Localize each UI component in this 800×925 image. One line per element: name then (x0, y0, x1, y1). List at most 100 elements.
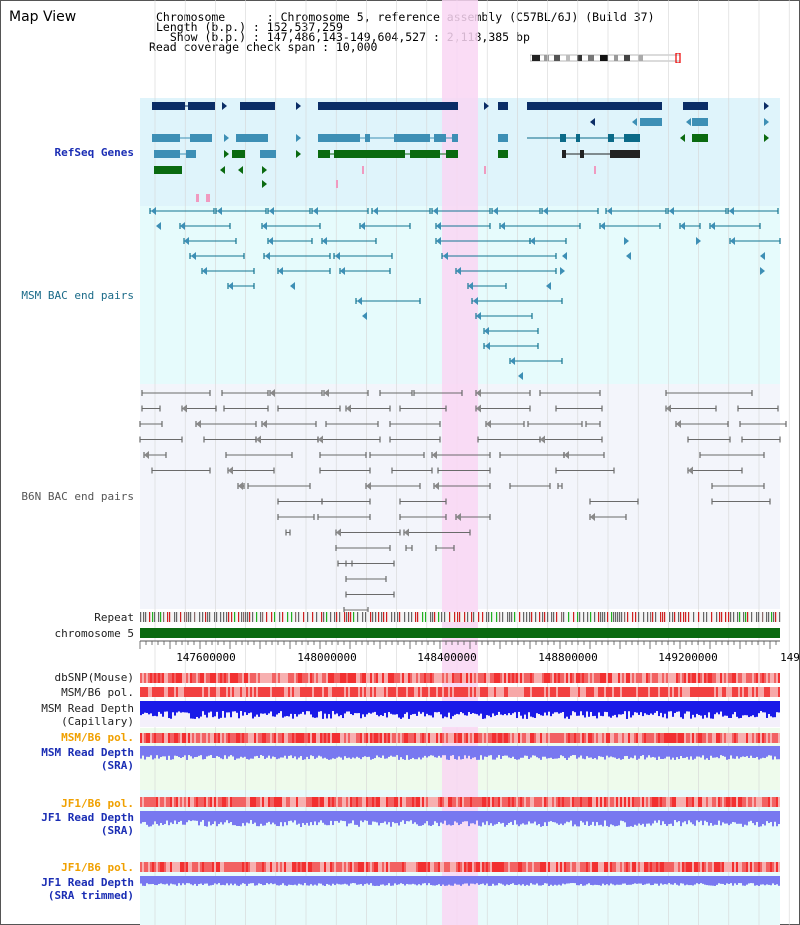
jf1-sra-depth-bar (204, 811, 206, 827)
jf1-trim-depth-bar (464, 876, 466, 884)
msm-b6-pol2-cell (444, 733, 446, 743)
msm-sra-depth-bar (208, 746, 210, 756)
jf1-b6-pol2-cell (206, 862, 208, 872)
msm-b6-pol2-cell (674, 733, 676, 743)
repeat-element (617, 612, 619, 622)
msm-b6-pol-cell (650, 687, 652, 697)
msm-b6-pol2-cell (736, 733, 738, 743)
msm-b6-pol2-cell (714, 733, 716, 743)
jf1-sra-depth-bar (184, 811, 186, 825)
msm-sra-depth-bar (640, 746, 642, 757)
msm-b6-pol-cell (626, 687, 628, 697)
jf1-trim-depth-bar (392, 876, 394, 886)
msm-b6-pol-cell (622, 687, 624, 697)
msm-cap-depth-bar (224, 701, 226, 718)
msm-cap-depth-bar (778, 701, 780, 713)
gene-exon (232, 150, 245, 158)
jf1-b6-pol2-cell (208, 862, 210, 872)
jf1-b6-pol-cell (148, 797, 150, 807)
msm-b6-pol-cell (400, 687, 402, 697)
jf1-trim-depth-bar (382, 876, 384, 885)
repeat-element (346, 612, 348, 622)
msm-cap-depth-bar (430, 701, 432, 716)
msm-bac-end (443, 252, 448, 260)
jf1-b6-pol2-cell (226, 862, 228, 872)
jf1-trim-depth-bar (300, 876, 302, 885)
msm-sra-depth-bar (708, 746, 710, 760)
repeat-element (417, 612, 419, 622)
jf1-b6-pol-cell (752, 797, 754, 807)
msm-cap-depth-bar (576, 701, 578, 716)
jf1-sra-depth-bar (690, 811, 692, 823)
repeat-element (434, 612, 436, 622)
jf1-sra-depth-bar (212, 811, 214, 825)
msm-cap-depth-bar (210, 701, 212, 712)
msm-b6-pol2-cell (194, 733, 196, 743)
msm-sra-depth-bar (560, 746, 562, 756)
dbsnp-cell (728, 673, 730, 683)
jf1-sra-depth-bar (450, 811, 452, 826)
jf1-b6-pol2-cell (510, 862, 512, 872)
msm-sra-depth-bar (212, 746, 214, 758)
msm-cap-depth-bar (370, 701, 372, 714)
msm-bac-end (562, 252, 567, 260)
msm-bac-end (600, 222, 605, 230)
msm-sra-depth-bar (368, 746, 370, 757)
msm-b6-pol-cell (226, 687, 228, 697)
dbsnp-cell (208, 673, 210, 683)
repeat-element (234, 612, 236, 622)
msm-sra-depth-bar (464, 746, 466, 756)
jf1-trim-depth-bar (546, 876, 548, 884)
msm-b6-pol2-cell (436, 733, 438, 743)
msm-bac-end (180, 222, 185, 230)
jf1-sra-depth-bar (614, 811, 616, 827)
jf1-sra-depth-bar (722, 811, 724, 823)
msm-cap-depth-bar (166, 701, 168, 712)
jf1-b6-pol2-cell (164, 862, 166, 872)
msm-b6-pol-cell (680, 687, 682, 697)
repeat-element (186, 612, 188, 622)
msm-b6-pol-cell (180, 687, 182, 697)
repeat-element (743, 612, 745, 622)
b6n-bac-end (590, 513, 595, 521)
msm-b6-pol-cell (358, 687, 360, 697)
dbsnp-cell (578, 673, 580, 683)
msm-b6-pol2-cell (408, 733, 410, 743)
jf1-trim-depth-bar (700, 876, 702, 884)
jf1-b6-pol-cell (316, 797, 318, 807)
msm-sra-depth-bar (388, 746, 390, 757)
msm-b6-pol-cell (296, 687, 298, 697)
msm-sra-depth-bar (164, 746, 166, 757)
msm-b6-pol-cell (192, 687, 194, 697)
jf1-b6-pol-cell (280, 797, 282, 807)
dbsnp-cell (212, 673, 214, 683)
msm-b6-pol-cell (474, 687, 476, 697)
jf1-b6-pol-cell (436, 797, 438, 807)
msm-sra-depth-bar (210, 746, 212, 756)
jf1-trim-depth-bar (592, 876, 594, 886)
jf1-sra-depth-bar (556, 811, 558, 824)
chromosome-ideogram[interactable] (530, 53, 682, 63)
repeat-element (404, 612, 406, 622)
msm-sra-depth-bar (568, 746, 570, 758)
repeat-element (422, 612, 424, 622)
msm-cap-depth-bar (396, 701, 398, 715)
jf1-sra-depth-bar (466, 811, 468, 822)
repeat-element (619, 612, 621, 622)
msm-sra-depth-bar (576, 746, 578, 759)
msm-b6-pol-cell (508, 687, 510, 697)
msm-cap-depth-bar (142, 701, 144, 714)
msm-sra-depth-bar (194, 746, 196, 758)
jf1-b6-pol-cell (166, 797, 168, 807)
msm-sra-depth-bar (314, 746, 316, 759)
jf1-sra-depth-bar (666, 811, 668, 826)
jf1-sra-depth-bar (296, 811, 298, 825)
jf1-b6-pol-cell (348, 797, 350, 807)
jf1-sra-depth-bar (542, 811, 544, 827)
repeat-element (430, 612, 432, 622)
jf1-b6-pol2-cell (716, 862, 718, 872)
msm-bac-end (357, 297, 362, 305)
jf1-sra-depth-bar (332, 811, 334, 826)
jf1-trim-depth-bar (404, 876, 406, 886)
